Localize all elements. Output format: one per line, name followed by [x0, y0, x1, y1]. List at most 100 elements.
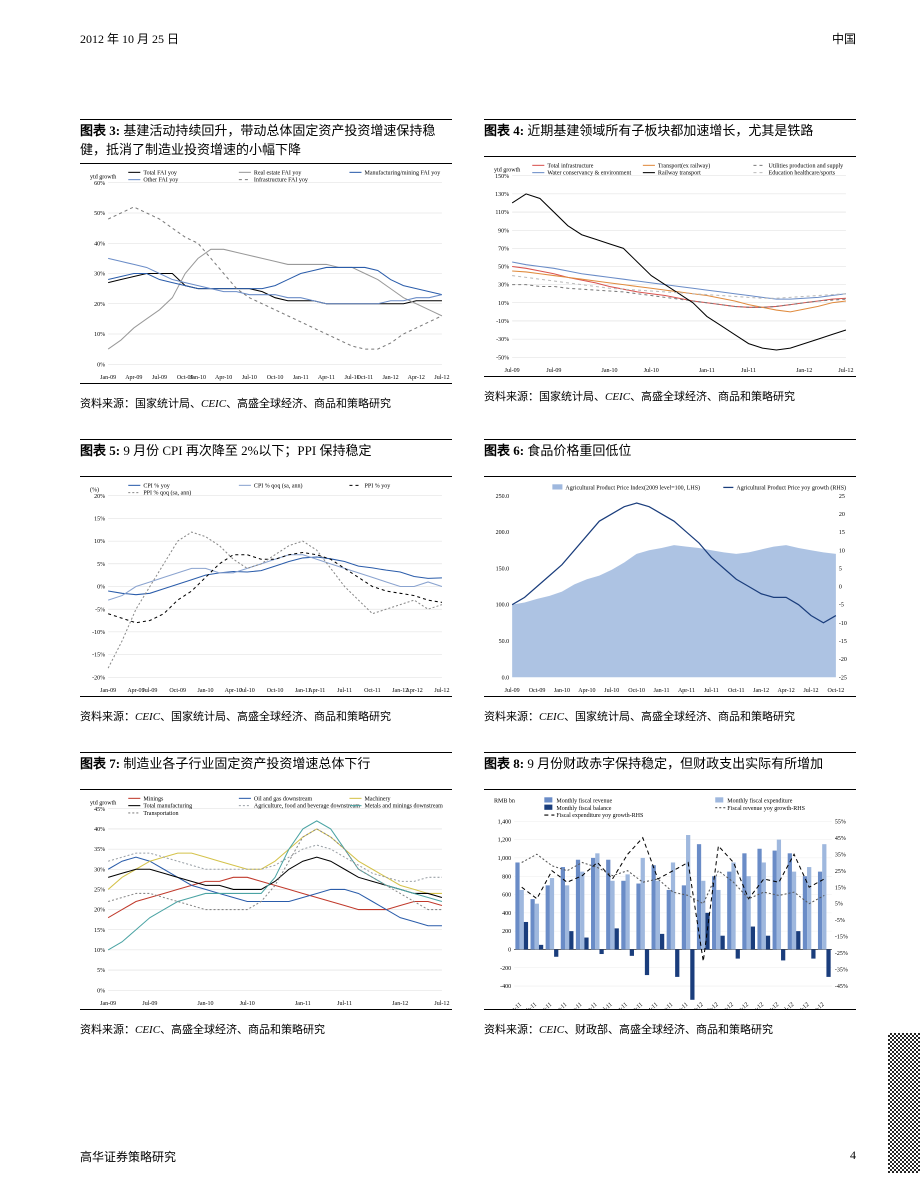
- panel-5-source-italic: CEIC: [135, 711, 160, 723]
- svg-text:10: 10: [839, 548, 845, 554]
- chart-4: -50%-30%-10%10%30%50%70%90%110%130%150%J…: [484, 157, 856, 377]
- svg-text:May-11: May-11: [565, 1001, 583, 1009]
- svg-text:PPI % qoq (sa, ann): PPI % qoq (sa, ann): [143, 489, 191, 496]
- panel-4: 图表 4: 近期基建领域所有子板块都加速增长，尤其是铁路 -50%-30%-10…: [484, 119, 856, 411]
- svg-text:0%: 0%: [97, 362, 105, 368]
- svg-text:Jan-12: Jan-12: [688, 1001, 704, 1009]
- svg-text:Jul-12: Jul-12: [780, 1001, 795, 1009]
- svg-text:Oct-09: Oct-09: [169, 687, 186, 693]
- svg-text:10%: 10%: [94, 948, 105, 954]
- svg-text:1,200: 1,200: [498, 837, 512, 843]
- svg-text:Oil and gas downstream: Oil and gas downstream: [254, 796, 313, 802]
- svg-text:60%: 60%: [94, 180, 105, 186]
- panel-7-source-suffix: 、高盛全球经济、商品和策略研究: [160, 1024, 325, 1036]
- footer-left: 高华证券策略研究: [80, 1148, 176, 1165]
- panel-3-label: 图表 3:: [80, 123, 120, 138]
- svg-text:Jul-10: Jul-10: [604, 687, 619, 693]
- svg-text:Jan-11: Jan-11: [507, 1001, 523, 1009]
- svg-text:5: 5: [839, 566, 842, 572]
- svg-text:Jul-11: Jul-11: [337, 687, 352, 693]
- svg-text:-25%: -25%: [835, 951, 848, 957]
- chart-5: -20%-15%-10%-5%0%5%10%15%20%Jan-09Apr-09…: [80, 477, 452, 697]
- svg-text:150.0: 150.0: [496, 566, 510, 572]
- svg-text:Total FAI yoy: Total FAI yoy: [143, 170, 177, 176]
- svg-text:45%: 45%: [835, 835, 846, 841]
- svg-text:-400: -400: [500, 984, 511, 990]
- svg-text:Oct-09: Oct-09: [529, 687, 546, 693]
- panel-8-source: 资料来源：CEIC、财政部、高盛全球经济、商品和策略研究: [484, 1015, 856, 1037]
- svg-text:Mar-12: Mar-12: [717, 1001, 735, 1009]
- page-footer: 高华证券策略研究 4: [80, 1148, 856, 1165]
- panel-3: 图表 3: 基建活动持续回升，带动总体固定资产投资增速保持稳健，抵消了制造业投资…: [80, 119, 452, 411]
- svg-text:5%: 5%: [97, 968, 105, 974]
- svg-text:Monthly fiscal revenue: Monthly fiscal revenue: [556, 797, 612, 804]
- svg-text:15%: 15%: [94, 516, 105, 522]
- panel-5-source: 资料来源：CEIC、国家统计局、高盛全球经济、商品和策略研究: [80, 702, 452, 724]
- svg-text:Sep-12: Sep-12: [809, 1001, 826, 1009]
- svg-text:Jan-09: Jan-09: [100, 374, 116, 380]
- svg-text:Oct-11: Oct-11: [728, 687, 744, 693]
- svg-text:200: 200: [502, 929, 511, 935]
- svg-text:-5%: -5%: [95, 607, 105, 613]
- svg-text:Aug-12: Aug-12: [793, 1001, 811, 1009]
- panel-8-source-italic: CEIC: [539, 1024, 564, 1036]
- page-header: 2012 年 10 月 25 日 中国: [80, 30, 856, 47]
- header-date: 2012 年 10 月 25 日: [80, 30, 179, 47]
- panel-4-source-italic: CEIC: [605, 391, 630, 403]
- svg-text:Transport(ex railway): Transport(ex railway): [658, 162, 710, 169]
- svg-text:-20%: -20%: [92, 675, 105, 681]
- svg-text:20%: 20%: [94, 301, 105, 307]
- svg-text:-10%: -10%: [496, 319, 509, 325]
- svg-text:Metals and minings downstream: Metals and minings downstream: [365, 803, 444, 809]
- svg-text:PPI % yoy: PPI % yoy: [365, 483, 392, 489]
- svg-text:25%: 25%: [94, 887, 105, 893]
- svg-text:Agricultural Product Price yoy: Agricultural Product Price yoy growth (R…: [736, 484, 846, 491]
- svg-text:30%: 30%: [94, 271, 105, 277]
- svg-text:25: 25: [839, 493, 845, 499]
- svg-text:Education healthcare/sports: Education healthcare/sports: [769, 171, 836, 177]
- svg-text:Jul-09: Jul-09: [142, 687, 157, 693]
- panel-7-source: 资料来源：CEIC、高盛全球经济、商品和策略研究: [80, 1015, 452, 1037]
- svg-text:15%: 15%: [94, 927, 105, 933]
- svg-text:Jul-09: Jul-09: [142, 1000, 157, 1006]
- panel-4-title: 图表 4: 近期基建领域所有子板块都加速增长，尤其是铁路: [484, 119, 856, 157]
- svg-text:30%: 30%: [94, 867, 105, 873]
- panel-6-source-suffix: 、国家统计局、高盛全球经济、商品和策略研究: [564, 711, 795, 723]
- svg-text:Mar-11: Mar-11: [536, 1001, 553, 1009]
- svg-text:Oct-10: Oct-10: [628, 687, 645, 693]
- svg-text:600: 600: [502, 892, 511, 898]
- svg-text:Jul-10: Jul-10: [240, 1000, 255, 1006]
- panel-4-label: 图表 4:: [484, 123, 524, 138]
- chart-8: -400-20002004006008001,0001,2001,400-45%…: [484, 790, 856, 1010]
- panel-6-source-prefix: 资料来源：: [484, 711, 539, 723]
- svg-text:50%: 50%: [94, 211, 105, 217]
- svg-text:55%: 55%: [835, 819, 846, 825]
- svg-text:100.0: 100.0: [496, 602, 510, 608]
- svg-text:Fiscal revenue yoy growth-RHS: Fiscal revenue yoy growth-RHS: [727, 805, 805, 811]
- svg-text:Jul-09: Jul-09: [152, 374, 167, 380]
- panel-6-label: 图表 6:: [484, 443, 524, 458]
- svg-text:Feb-11: Feb-11: [521, 1001, 538, 1009]
- svg-text:Utilities production and suppl: Utilities production and supply: [769, 163, 845, 169]
- svg-text:800: 800: [502, 874, 511, 880]
- svg-text:70%: 70%: [498, 246, 509, 252]
- svg-text:10%: 10%: [94, 539, 105, 545]
- panel-3-title-text: 基建活动持续回升，带动总体固定资产投资增速保持稳健，抵消了制造业投资增速的小幅下…: [80, 123, 435, 157]
- panel-6: 图表 6: 食品价格重回低位 0.050.0100.0150.0200.0250…: [484, 439, 856, 724]
- svg-text:Total manufacturing: Total manufacturing: [143, 802, 192, 809]
- panel-7-title-text: 制造业各子行业固定资产投资增速总体下行: [123, 756, 370, 771]
- svg-text:Jul-12: Jul-12: [803, 687, 818, 693]
- svg-text:25%: 25%: [835, 868, 846, 874]
- svg-text:20%: 20%: [94, 493, 105, 499]
- svg-text:0%: 0%: [97, 988, 105, 994]
- svg-text:10%: 10%: [498, 301, 509, 307]
- svg-text:Jan-10: Jan-10: [554, 687, 570, 693]
- svg-text:5%: 5%: [97, 562, 105, 568]
- panel-7-label: 图表 7:: [80, 756, 120, 771]
- svg-text:Agricultural Product Price Ind: Agricultural Product Price Index(2009 le…: [565, 484, 700, 491]
- charts-grid: 图表 3: 基建活动持续回升，带动总体固定资产投资增速保持稳健，抵消了制造业投资…: [80, 119, 856, 1037]
- svg-text:Agriculture, food and beverage: Agriculture, food and beverage downstrea…: [254, 802, 360, 809]
- svg-text:Jan-12: Jan-12: [392, 1000, 408, 1006]
- svg-text:-15: -15: [839, 639, 847, 645]
- svg-text:-15%: -15%: [92, 652, 105, 658]
